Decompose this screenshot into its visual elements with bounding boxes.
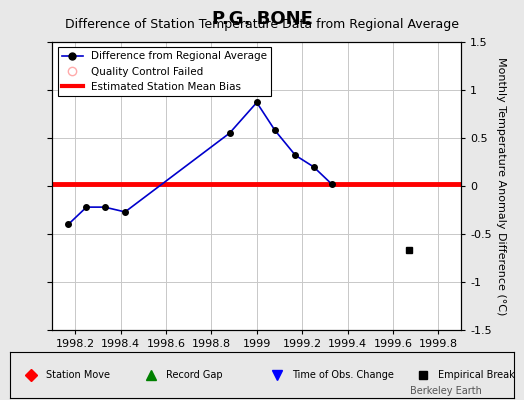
Text: Difference of Station Temperature Data from Regional Average: Difference of Station Temperature Data f… bbox=[65, 18, 459, 31]
Text: Berkeley Earth: Berkeley Earth bbox=[410, 386, 482, 396]
Text: Record Gap: Record Gap bbox=[167, 370, 223, 380]
Text: Empirical Break: Empirical Break bbox=[438, 370, 515, 380]
Y-axis label: Monthly Temperature Anomaly Difference (°C): Monthly Temperature Anomaly Difference (… bbox=[496, 57, 506, 315]
Text: P.G. BONE: P.G. BONE bbox=[212, 10, 312, 28]
Text: Time of Obs. Change: Time of Obs. Change bbox=[292, 370, 394, 380]
Text: Station Move: Station Move bbox=[46, 370, 110, 380]
Legend: Difference from Regional Average, Quality Control Failed, Estimated Station Mean: Difference from Regional Average, Qualit… bbox=[58, 47, 271, 96]
